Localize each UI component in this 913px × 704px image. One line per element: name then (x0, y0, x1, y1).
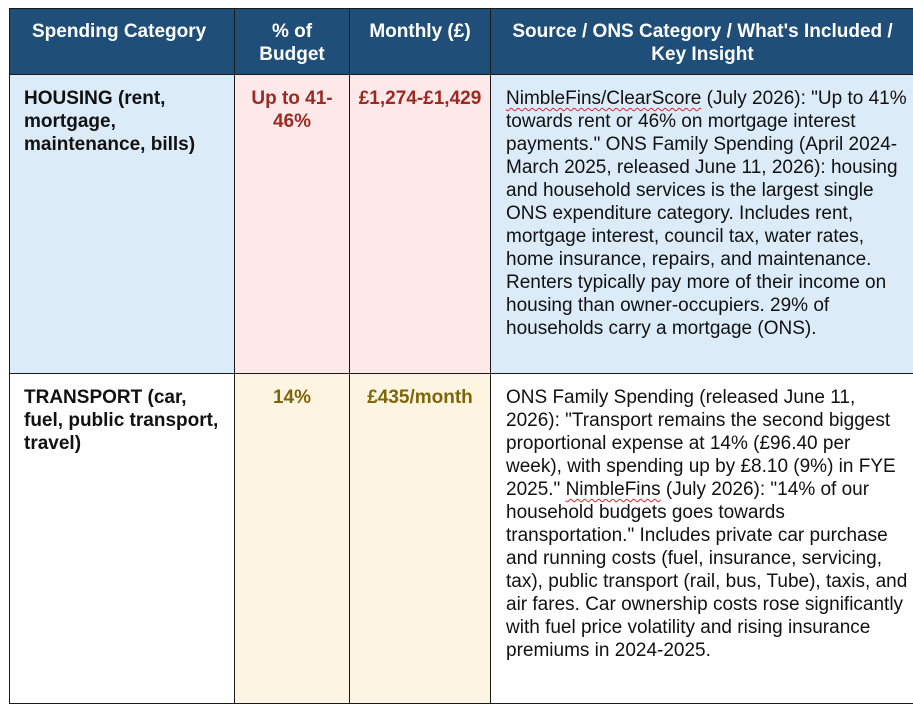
source-cell: NimbleFins/ClearScore (July 2026): "Up t… (491, 75, 913, 374)
header-category: Spending Category (10, 9, 235, 75)
header-row: Spending Category % of Budget Monthly (£… (10, 9, 913, 75)
monthly-cell: £1,274-£1,429 (350, 75, 491, 374)
percent-cell: Up to 41-46% (235, 75, 350, 374)
spellcheck-flagged-text: NimbleFins (566, 479, 661, 500)
percent-cell: 14% (235, 374, 350, 704)
category-cell: HOUSING (rent, mortgage, maintenance, bi… (10, 75, 235, 374)
header-monthly: Monthly (£) (350, 9, 491, 75)
spellcheck-flagged-text: NimbleFins/ClearScore (506, 88, 701, 109)
table-row-transport: TRANSPORT (car, fuel, public transport, … (10, 374, 913, 704)
spending-table: Spending Category % of Budget Monthly (£… (9, 8, 913, 704)
source-cell: ONS Family Spending (released June 11, 2… (491, 374, 913, 704)
table-row-housing: HOUSING (rent, mortgage, maintenance, bi… (10, 75, 913, 374)
source-text: (July 2026): "14% of our household budge… (506, 479, 907, 661)
category-cell: TRANSPORT (car, fuel, public transport, … (10, 374, 235, 704)
monthly-cell: £435/month (350, 374, 491, 704)
header-source: Source / ONS Category / What's Included … (491, 9, 913, 75)
header-percent: % of Budget (235, 9, 350, 75)
source-text: (July 2026): "Up to 41% towards rent or … (506, 88, 907, 339)
